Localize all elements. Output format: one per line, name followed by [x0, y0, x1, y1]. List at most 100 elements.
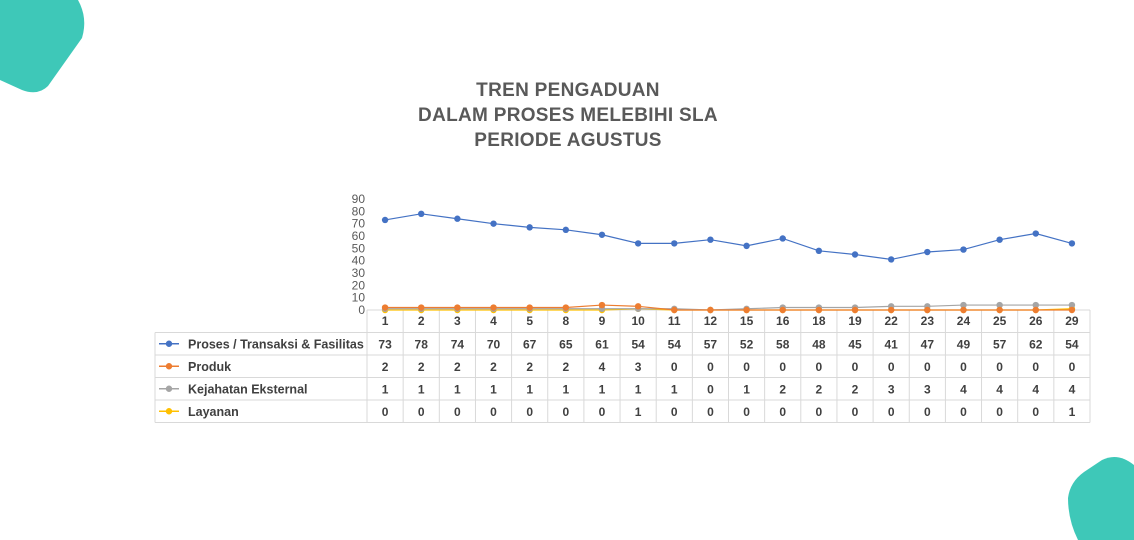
- data-table-value: 48: [812, 337, 826, 351]
- data-point: [996, 301, 1003, 309]
- y-tick-label: 90: [352, 192, 366, 206]
- series-line: [385, 304, 1072, 311]
- y-tick-label: 30: [352, 266, 366, 280]
- data-table-value: 1: [635, 382, 642, 396]
- data-table-value: 4: [960, 382, 967, 396]
- y-tick-label: 70: [352, 217, 366, 231]
- data-table-value: 1: [454, 382, 461, 396]
- data-table-value: 0: [671, 405, 678, 419]
- data-table-value: 74: [451, 337, 465, 351]
- data-point: [960, 246, 967, 253]
- data-table-value: 0: [960, 360, 967, 374]
- data-table-value: 0: [382, 405, 389, 419]
- data-point: [960, 306, 967, 314]
- x-tick-label: 19: [848, 314, 862, 328]
- data-table-value: 4: [996, 382, 1003, 396]
- data-table-value: 62: [1029, 337, 1043, 351]
- data-table-value: 2: [779, 382, 786, 396]
- x-tick-label: 9: [599, 314, 606, 328]
- data-table-value: 4: [599, 360, 606, 374]
- data-table-value: 0: [1069, 360, 1076, 374]
- data-table-value: 0: [779, 405, 786, 419]
- series-line: [385, 304, 1072, 311]
- data-table-value: 49: [957, 337, 971, 351]
- data-table-value: 2: [418, 360, 425, 374]
- data-table-value: 0: [707, 382, 714, 396]
- data-point: [1032, 306, 1039, 314]
- y-tick-label: 40: [352, 254, 366, 268]
- data-table-value: 0: [490, 405, 497, 419]
- data-table-value: 0: [526, 405, 533, 419]
- data-table-value: 3: [924, 382, 931, 396]
- data-point: [743, 242, 750, 250]
- data-table-value: 4: [1069, 382, 1076, 396]
- data-point: [671, 240, 678, 247]
- data-table-value: 1: [526, 382, 533, 396]
- x-tick-label: 16: [776, 314, 790, 328]
- data-point: [526, 304, 533, 311]
- x-tick-label: 10: [631, 314, 645, 328]
- data-point: [851, 251, 859, 258]
- data-table-value: 54: [668, 337, 682, 351]
- data-table-value: 3: [888, 382, 895, 396]
- data-table-value: 3: [635, 360, 642, 374]
- data-table-value: 1: [743, 382, 750, 396]
- data-point: [1032, 301, 1039, 309]
- x-tick-label: 23: [921, 314, 935, 328]
- data-point: [634, 240, 642, 247]
- data-table-value: 2: [490, 360, 497, 374]
- data-table-value: 0: [816, 360, 823, 374]
- x-tick-label: 15: [740, 314, 754, 328]
- x-tick-label: 3: [454, 314, 461, 328]
- y-tick-label: 80: [352, 204, 366, 218]
- data-point: [743, 306, 750, 314]
- data-table-value: 0: [816, 405, 823, 419]
- data-point: [598, 231, 606, 238]
- x-tick-label: 8: [562, 314, 569, 328]
- data-point: [996, 306, 1003, 314]
- data-point: [1068, 301, 1076, 309]
- data-point: [526, 224, 533, 231]
- title-line-3: PERIODE AGUSTUS: [474, 130, 662, 151]
- legend-key-marker: [165, 385, 173, 392]
- y-tick-label: 60: [352, 229, 366, 243]
- title-line-2: DALAM PROSES MELEBIHI SLA: [418, 105, 718, 126]
- data-point: [418, 304, 425, 311]
- series-name-label: Produk: [188, 360, 231, 374]
- x-tick-label: 2: [418, 314, 425, 328]
- data-table-value: 70: [487, 337, 501, 351]
- data-table-value: 0: [1032, 360, 1039, 374]
- x-tick-label: 12: [704, 314, 718, 328]
- data-table-value: 0: [562, 405, 569, 419]
- data-point: [418, 210, 425, 217]
- data-table-value: 0: [888, 405, 895, 419]
- data-table-value: 1: [418, 382, 425, 396]
- top-left-corner-shape: [0, 0, 85, 93]
- data-table-value: 1: [490, 382, 497, 396]
- x-tick-label: 1: [382, 314, 389, 328]
- data-point: [454, 304, 461, 311]
- x-tick-label: 26: [1029, 314, 1043, 328]
- bottom-right-corner-shape: [1068, 456, 1134, 540]
- data-point: [598, 301, 606, 309]
- data-table-value: 2: [454, 360, 461, 374]
- data-table-value: 1: [382, 382, 389, 396]
- data-table-value: 0: [996, 360, 1003, 374]
- data-point: [887, 306, 895, 314]
- legend-key-marker: [165, 363, 173, 370]
- data-point: [779, 306, 786, 314]
- data-table-value: 67: [523, 337, 537, 351]
- data-table-value: 0: [707, 360, 714, 374]
- data-table-value: 2: [382, 360, 389, 374]
- data-table-value: 0: [1032, 405, 1039, 419]
- data-table-value: 0: [960, 405, 967, 419]
- title-line-1: TREN PENGADUAN: [476, 80, 660, 101]
- data-point: [996, 236, 1003, 243]
- series-name-label: Kejahatan Eksternal: [188, 382, 308, 396]
- data-table-value: 0: [888, 360, 895, 374]
- data-table-value: 2: [562, 360, 569, 374]
- data-table-value: 0: [454, 405, 461, 419]
- data-table-value: 0: [852, 405, 859, 419]
- data-table-value: 65: [559, 337, 573, 351]
